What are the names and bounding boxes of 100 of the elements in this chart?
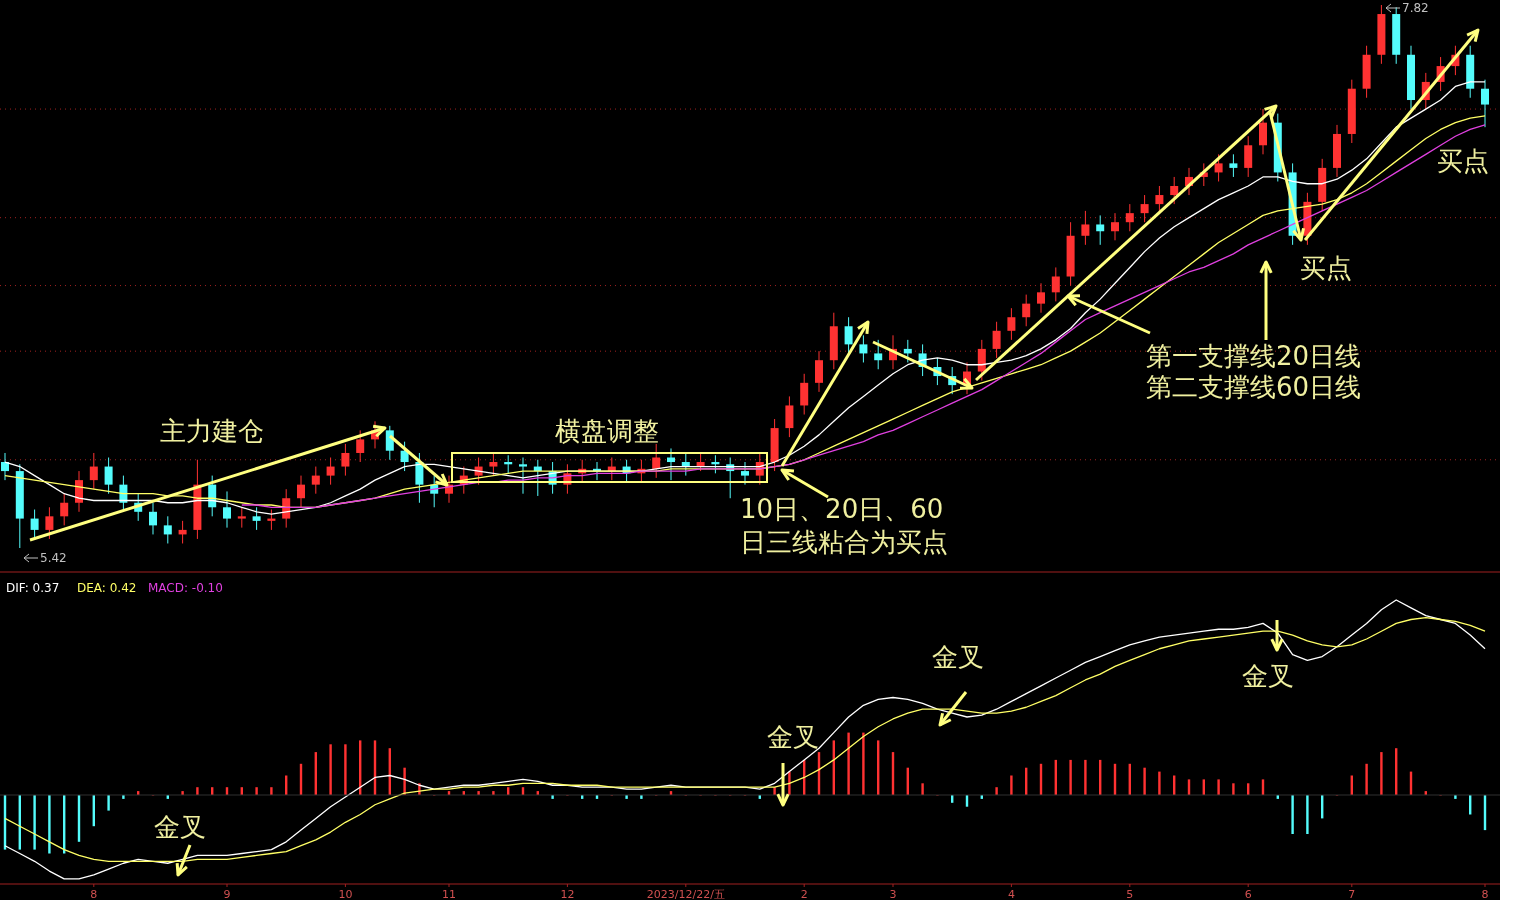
bar [847, 732, 850, 795]
candlestick [297, 475, 305, 508]
annotation: 金叉 [767, 722, 819, 752]
annotation: 主力建仓 [160, 416, 264, 446]
candlestick [1229, 153, 1238, 178]
x-tick-label: 7 [1348, 888, 1356, 901]
bar [640, 795, 643, 799]
candlestick [859, 334, 868, 363]
bar [48, 795, 51, 854]
annotation: 第一支撑线20日线 [1146, 341, 1362, 371]
x-tick-label: 5 [1126, 888, 1134, 901]
bar [33, 795, 36, 850]
x-tick-label: 9 [223, 888, 231, 901]
bar [492, 791, 495, 795]
bar [1380, 752, 1383, 795]
bar [1365, 763, 1368, 795]
candlestick [1022, 294, 1031, 327]
candlestick [1081, 210, 1090, 246]
candlestick [1007, 307, 1016, 341]
candlestick [519, 457, 527, 495]
bar [788, 771, 791, 795]
candlestick [30, 509, 39, 540]
bar [1069, 759, 1072, 795]
bar [255, 787, 258, 795]
annotation: 买点 [1437, 146, 1489, 176]
x-tick-label: 12 [560, 888, 575, 901]
candlestick [1259, 108, 1267, 155]
candlestick [800, 373, 809, 416]
bar [181, 791, 184, 795]
candlestick [60, 493, 69, 526]
candlestick [489, 452, 498, 477]
bar [1232, 783, 1235, 795]
candlestick [252, 506, 261, 531]
candlestick [785, 395, 794, 438]
candlestick [1125, 203, 1134, 232]
bar [196, 787, 199, 795]
x-tick-label: 4 [1007, 888, 1015, 901]
bar [1158, 771, 1161, 795]
candlestick [163, 515, 172, 544]
x-tick-label: 3 [889, 888, 897, 901]
candlestick [400, 441, 409, 472]
candlestick [1096, 214, 1105, 246]
annotation: 金叉 [154, 812, 206, 842]
x-tick-label: 2023/12/22/五 [646, 888, 725, 901]
candlestick [45, 506, 54, 540]
bar [1454, 795, 1457, 799]
candlestick [75, 470, 83, 513]
text: MACD: -0.10 [148, 581, 223, 595]
x-tick-label: 10 [338, 888, 353, 901]
candlestick [652, 443, 661, 479]
annotation: 金叉 [932, 642, 984, 672]
annotation: 7.82 [1402, 1, 1429, 15]
candlestick [992, 321, 1001, 359]
x-tick-label: 6 [1244, 888, 1252, 901]
candlestick [311, 466, 320, 495]
bar [995, 787, 998, 795]
annotation: 买点 [1300, 253, 1352, 283]
candlestick [1037, 282, 1045, 314]
bar [1143, 767, 1146, 795]
x-tick-label: 8 [1481, 888, 1489, 901]
candlestick [1244, 135, 1253, 178]
candlestick [356, 429, 365, 463]
text: DEA: 0.42 [77, 581, 137, 595]
candlestick [104, 457, 113, 495]
bar [551, 795, 554, 799]
candlestick [341, 443, 350, 477]
bar [1010, 775, 1013, 795]
bar [625, 795, 628, 799]
candlestick [237, 506, 246, 529]
annotation: 第二支撑线60日线 [1146, 372, 1362, 402]
bar [862, 732, 865, 795]
candlestick [1214, 153, 1223, 182]
candlestick [89, 452, 98, 490]
candlestick [741, 461, 749, 486]
bar [921, 783, 924, 795]
candlestick [223, 490, 231, 529]
bar [1217, 779, 1220, 795]
bar [1306, 795, 1309, 834]
annotation: 10日、20日、60日三线粘合为买点 [740, 494, 948, 557]
text: 5.42 [40, 551, 67, 565]
candlestick [1, 452, 9, 481]
bar [122, 795, 125, 799]
bar [1084, 759, 1087, 795]
candlestick [977, 339, 986, 382]
bar [107, 795, 110, 811]
candlestick [149, 502, 157, 535]
x-tick-label: 11 [442, 888, 456, 901]
candlestick [1170, 176, 1179, 205]
x-tick-label: 8 [90, 888, 98, 901]
annotation: 横盘调整 [555, 416, 659, 446]
candlestick [1481, 79, 1489, 128]
candlestick [1111, 212, 1119, 241]
candlestick [385, 425, 394, 461]
x-tick-label: 2 [800, 888, 808, 901]
candlestick [326, 457, 335, 486]
annotation: 金叉 [1242, 661, 1294, 691]
bar [1291, 795, 1294, 834]
candlestick [1051, 266, 1060, 302]
bar [477, 791, 480, 795]
bar [344, 744, 347, 795]
